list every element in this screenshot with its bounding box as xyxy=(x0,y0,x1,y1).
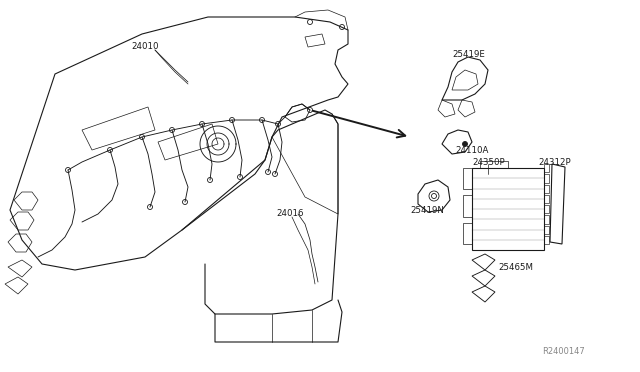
Text: R2400147: R2400147 xyxy=(542,347,585,356)
Text: 24016: 24016 xyxy=(276,208,304,218)
Text: 25419E: 25419E xyxy=(452,49,485,58)
Circle shape xyxy=(463,141,467,147)
Text: 24350P: 24350P xyxy=(472,157,504,167)
Text: 24312P: 24312P xyxy=(538,157,571,167)
Text: 25419N: 25419N xyxy=(410,205,444,215)
Text: 25465M: 25465M xyxy=(498,263,533,272)
Text: 24110A: 24110A xyxy=(455,145,488,154)
Text: 24010: 24010 xyxy=(131,42,159,51)
